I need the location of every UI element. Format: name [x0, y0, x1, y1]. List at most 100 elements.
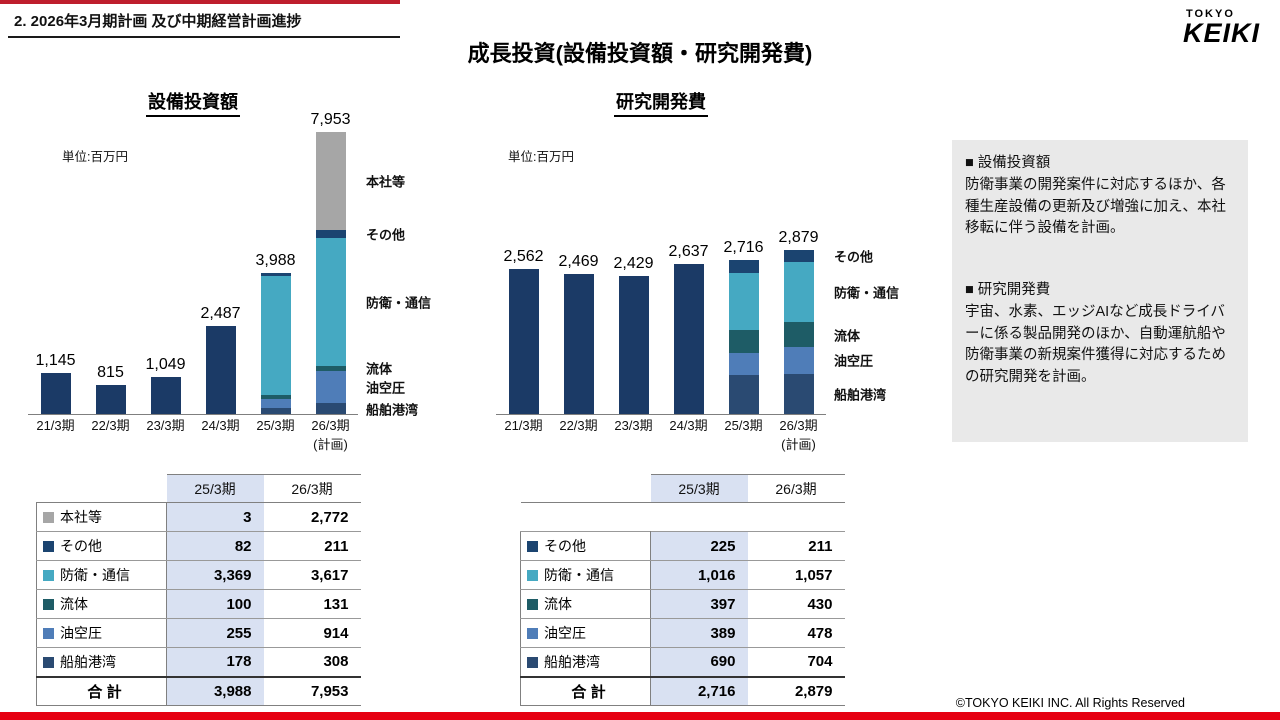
- legend-swatch: [43, 512, 54, 523]
- series-label-その他: その他: [834, 249, 874, 265]
- rnd-x-axis: 21/3期 22/3期 23/3期 24/3期 25/3期 26/3期 (計画): [496, 417, 826, 455]
- series-label-流体: 流体: [834, 328, 861, 344]
- segment-その他: [260, 272, 291, 276]
- bar-column: [728, 259, 759, 414]
- row-label: 油空圧: [520, 618, 651, 648]
- legend-swatch: [527, 541, 538, 552]
- bar-23/3期: 1,049: [138, 130, 193, 414]
- value-cell: 389: [650, 618, 748, 648]
- x-axis-label: 23/3期: [146, 418, 185, 433]
- segment-その他: [315, 230, 346, 238]
- bar-21/3期: 2,562: [496, 130, 551, 414]
- bar-24/3期: 2,487: [193, 130, 248, 414]
- value-cell: 2,772: [263, 502, 361, 532]
- logo-main-text: KEIKI: [1182, 18, 1260, 48]
- col-header-25: 25/3期: [650, 474, 748, 503]
- bar-26/3期: 2,879: [771, 130, 826, 414]
- total-value-cell: 2,716: [650, 675, 748, 706]
- bar-column: [783, 250, 814, 414]
- segment-その他: [728, 259, 759, 273]
- row-label: 船舶港湾: [520, 647, 651, 677]
- segment-流体: [728, 330, 759, 353]
- segment-油空圧: [783, 346, 814, 374]
- value-cell: 3,617: [263, 560, 361, 590]
- bar-value-label: 2,429: [613, 255, 654, 272]
- rnd-note-heading: ■ 研究開発費: [965, 282, 1051, 298]
- value-cell: 255: [166, 618, 264, 648]
- value-cell: 1,016: [650, 560, 748, 590]
- x-axis-label: 22/3期: [91, 418, 130, 433]
- bar-column: [315, 131, 346, 414]
- legend-swatch: [43, 656, 54, 668]
- total-value-cell: 3,988: [166, 675, 264, 706]
- row-label: 流体: [520, 589, 651, 619]
- capex-x-axis: 21/3期 22/3期 23/3期 24/3期 25/3期 26/3期 (計画): [28, 417, 358, 455]
- bar-column: [205, 325, 236, 414]
- value-cell: 308: [263, 647, 361, 677]
- table-row-油空圧: 油空圧 389 478: [520, 618, 845, 648]
- value-cell: 430: [747, 589, 845, 619]
- bar-22/3期: 815: [83, 130, 138, 414]
- bar-21/3期: 1,145: [28, 130, 83, 414]
- value-cell: 914: [263, 618, 361, 648]
- bar-25/3期: 2,716: [716, 130, 771, 414]
- col-header-26: 26/3期: [747, 474, 845, 503]
- total-row: 合 計 2,716 2,879: [520, 675, 845, 706]
- x-axis-label: 24/3期: [669, 418, 708, 433]
- total-value-cell: 2,879: [747, 675, 845, 706]
- footer-accent-bar: [0, 712, 1280, 720]
- col-header-26: 26/3期: [263, 474, 361, 503]
- table-row-防衛・通信: 防衛・通信 1,016 1,057: [520, 560, 845, 590]
- value-cell: 690: [650, 647, 748, 677]
- rnd-table-header-row: 25/3期 26/3期: [520, 474, 845, 503]
- series-label-本社等: 本社等: [366, 174, 406, 190]
- bar-25/3期: 3,988: [248, 130, 303, 414]
- total-value-cell: 7,953: [263, 675, 361, 706]
- x-axis-label: 26/3期 (計画): [311, 418, 350, 452]
- bar-column: [40, 373, 71, 414]
- row-label: 本社等: [36, 502, 167, 532]
- segment-防衛・通信: [783, 262, 814, 323]
- table-corner-cell: [36, 474, 167, 503]
- bar-column: [95, 385, 126, 414]
- table-row-流体: 流体 100 131: [36, 589, 361, 619]
- bar-22/3期: 2,469: [551, 130, 606, 414]
- bar-value-label: 815: [97, 364, 124, 382]
- bar-value-label: 1,145: [35, 352, 76, 370]
- x-axis-label: 25/3期: [256, 418, 295, 433]
- value-cell: 225: [650, 531, 748, 561]
- section-header: 2. 2026年3月期計画 及び中期経営計画進捗: [14, 13, 302, 30]
- table-row-その他: その他 225 211: [520, 531, 845, 561]
- rnd-chart: 研究開発費 単位:百万円 2,562 2,469 2,429 2,637 2,716 2,…: [496, 88, 926, 458]
- rnd-plot: 2,562 2,469 2,429 2,637 2,716 2,879: [496, 130, 826, 415]
- bar-column: [673, 264, 704, 414]
- legend-swatch: [43, 570, 54, 581]
- segment-流体: [783, 322, 814, 347]
- bar-column: [563, 273, 594, 414]
- table-row-その他: その他 82 211: [36, 531, 361, 561]
- segment-船舶港湾: [260, 407, 291, 414]
- capex-chart-title: 設備投資額: [146, 88, 240, 117]
- section-underline: [8, 36, 400, 38]
- value-cell: 478: [747, 618, 845, 648]
- segment-防衛・通信: [728, 272, 759, 331]
- segment-船舶港湾: [728, 374, 759, 414]
- bar-value-label: 2,562: [503, 247, 544, 265]
- value-cell: 1,057: [747, 560, 845, 590]
- legend-swatch: [527, 628, 538, 639]
- value-cell: 211: [747, 531, 845, 561]
- bar-value-label: 7,953: [310, 110, 351, 128]
- bar-23/3期: 2,429: [606, 130, 661, 414]
- value-cell: 704: [747, 647, 845, 677]
- bar-26/3期: 7,953: [303, 111, 358, 414]
- spacer-row: [520, 502, 845, 532]
- table-row-流体: 流体 397 430: [520, 589, 845, 619]
- segment-船舶港湾: [783, 374, 814, 414]
- legend-swatch: [527, 656, 538, 668]
- value-cell: 100: [166, 589, 264, 619]
- series-label-油空圧: 油空圧: [366, 380, 406, 396]
- value-cell: 211: [263, 531, 361, 561]
- capex-series-labels: 本社等 その他 防衛・通信 流体 油空圧 船舶港湾: [366, 130, 456, 417]
- capex-chart: 設備投資額 単位:百万円 1,145 815 1,049 2,487 3,988 7,95…: [28, 88, 458, 458]
- legend-swatch: [43, 628, 54, 639]
